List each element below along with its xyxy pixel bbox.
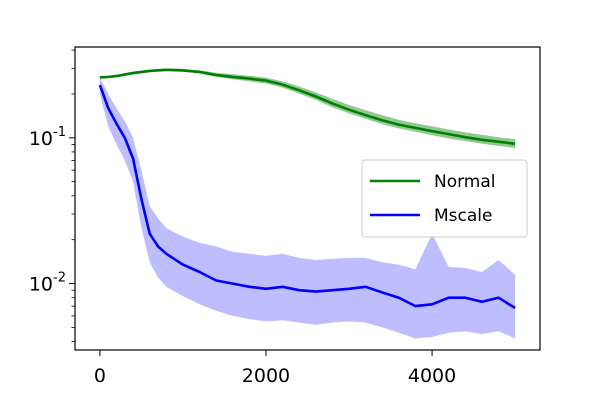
x-tick-label: 2000 xyxy=(242,365,290,387)
line-layer xyxy=(98,68,516,310)
legend-label-mscale: Mscale xyxy=(434,206,492,226)
legend-box xyxy=(361,159,528,238)
series-line-mscale xyxy=(98,84,516,310)
y-tick-label: 10-1 xyxy=(29,125,66,150)
x-axis: 0 2000 4000 xyxy=(94,350,456,387)
legend-label-normal: Normal xyxy=(434,172,496,192)
legend: Normal Mscale xyxy=(361,159,528,238)
x-tick-label: 0 xyxy=(94,365,106,387)
x-tick-label: 4000 xyxy=(408,365,456,387)
y-axis: 10-1 10-2 xyxy=(29,49,75,342)
axes-frame xyxy=(74,46,541,351)
y-tick-label: 10-2 xyxy=(29,271,66,296)
series-line-normal xyxy=(99,68,516,146)
